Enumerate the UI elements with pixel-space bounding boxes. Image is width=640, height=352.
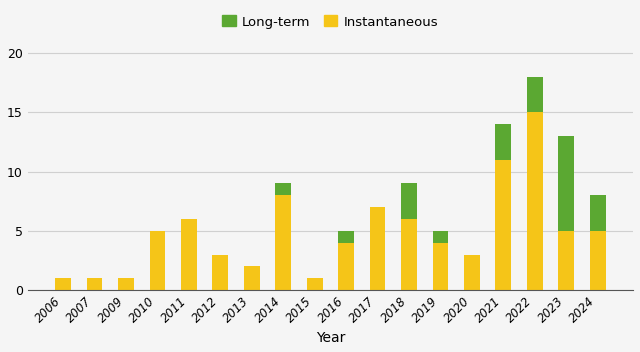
Bar: [275, 183, 291, 195]
Bar: [527, 77, 543, 112]
Bar: [181, 219, 196, 290]
Bar: [401, 183, 417, 219]
Bar: [338, 243, 354, 290]
Bar: [86, 278, 102, 290]
Bar: [212, 254, 228, 290]
Bar: [275, 195, 291, 290]
Bar: [527, 112, 543, 290]
Bar: [495, 160, 511, 290]
Bar: [118, 278, 134, 290]
Bar: [338, 231, 354, 243]
Bar: [150, 231, 165, 290]
Bar: [370, 207, 385, 290]
Bar: [558, 136, 574, 231]
Bar: [401, 219, 417, 290]
Bar: [244, 266, 260, 290]
Bar: [307, 278, 323, 290]
Bar: [433, 243, 448, 290]
Bar: [433, 231, 448, 243]
X-axis label: Year: Year: [316, 331, 345, 345]
Bar: [464, 254, 480, 290]
Bar: [590, 195, 605, 231]
Bar: [590, 231, 605, 290]
Bar: [55, 278, 71, 290]
Bar: [495, 124, 511, 160]
Legend: Long-term, Instantaneous: Long-term, Instantaneous: [217, 10, 444, 34]
Bar: [558, 231, 574, 290]
